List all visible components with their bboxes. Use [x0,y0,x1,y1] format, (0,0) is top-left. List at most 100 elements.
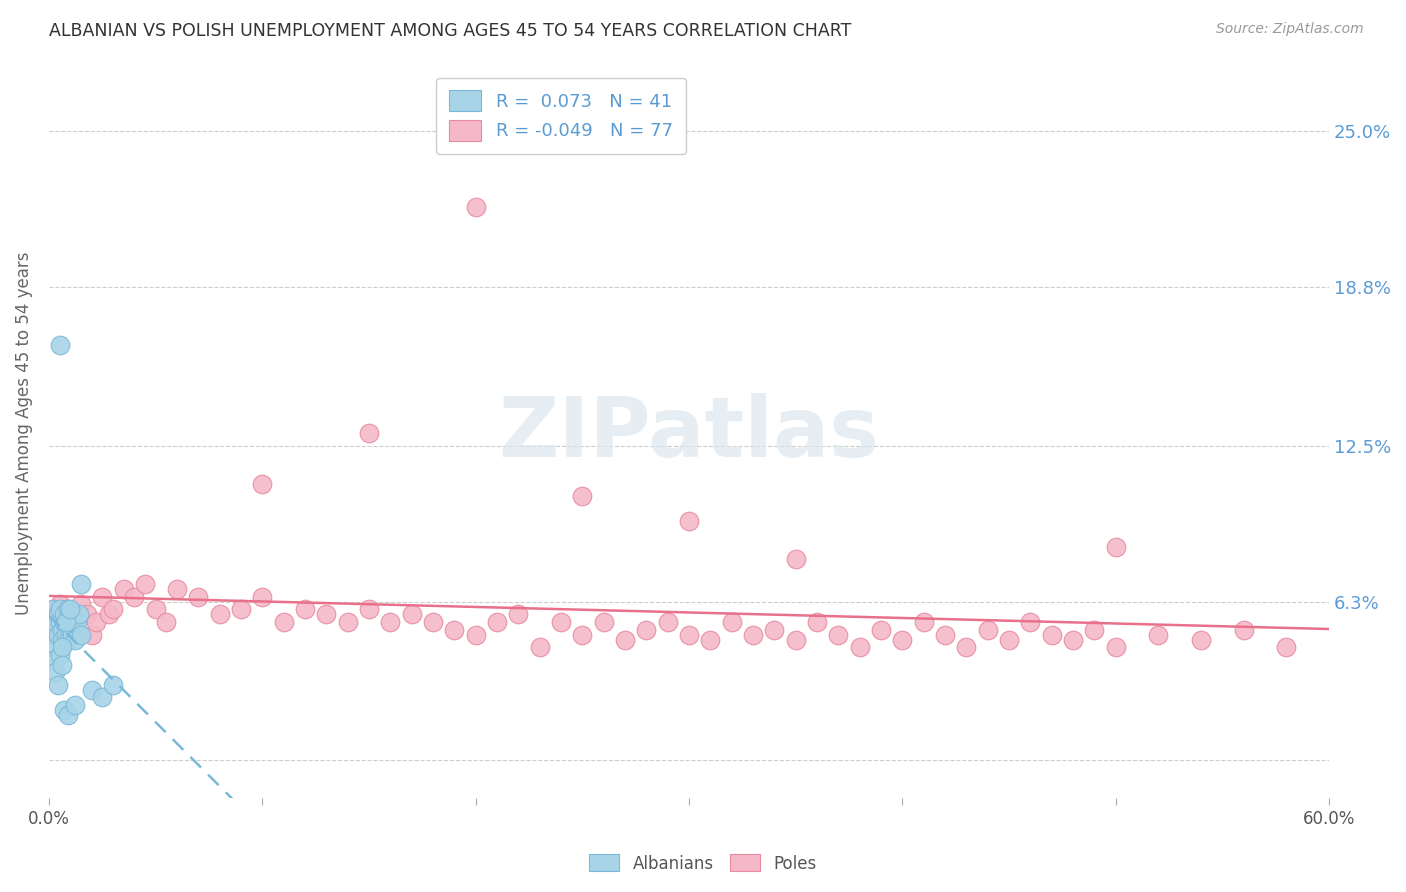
Point [44,665,66,680]
Point [42,627,65,641]
Point [678,627,700,641]
Point [52,703,75,717]
Y-axis label: Unemployment Among Ages 45 to 54 years: Unemployment Among Ages 45 to 54 years [15,252,32,615]
Point [976,623,998,637]
Point [63,698,86,712]
Point [571,489,593,503]
Point [80,682,103,697]
Point [464,200,486,214]
Point [56,602,79,616]
Point [59,602,82,616]
Point [357,426,380,441]
Point [827,627,849,641]
Point [912,615,935,629]
Point [613,632,636,647]
Point [51,623,73,637]
Point [44,640,66,655]
Point [1104,540,1126,554]
Point [187,590,209,604]
Point [59,623,82,637]
Point [42,602,65,616]
Point [1062,632,1084,647]
Text: ZIPatlas: ZIPatlas [499,392,879,474]
Point [508,607,530,622]
Point [357,602,380,616]
Point [112,582,135,597]
Point [48,648,70,662]
Point [52,607,75,622]
Point [46,607,69,622]
Point [62,627,84,641]
Point [720,615,742,629]
Point [55,615,77,629]
Point [1232,623,1254,637]
Point [44,615,66,629]
Point [59,607,82,622]
Point [56,632,79,647]
Point [848,640,870,655]
Point [422,615,444,629]
Point [46,627,69,641]
Point [1104,640,1126,655]
Point [252,590,274,604]
Point [101,678,124,692]
Point [84,615,107,629]
Point [59,607,82,622]
Point [806,615,828,629]
Point [529,640,551,655]
Point [52,615,75,629]
Point [208,607,231,622]
Point [101,602,124,616]
Point [891,632,914,647]
Point [80,627,103,641]
Point [166,582,188,597]
Point [785,632,807,647]
Point [464,627,486,641]
Point [46,607,69,622]
Point [91,690,114,705]
Point [56,708,79,723]
Point [48,602,70,616]
Point [998,632,1021,647]
Point [155,615,177,629]
Text: ALBANIAN VS POLISH UNEMPLOYMENT AMONG AGES 45 TO 54 YEARS CORRELATION CHART: ALBANIAN VS POLISH UNEMPLOYMENT AMONG AG… [49,22,852,40]
Point [699,632,721,647]
Point [657,615,679,629]
Point [294,602,316,616]
Legend: Albanians, Poles: Albanians, Poles [582,847,824,880]
Point [636,623,658,637]
Point [63,615,86,629]
Point [1189,632,1212,647]
Point [42,653,65,667]
Point [592,615,614,629]
Point [46,678,69,692]
Point [51,657,73,672]
Point [678,515,700,529]
Point [401,607,423,622]
Point [70,598,93,612]
Point [380,615,402,629]
Point [70,577,93,591]
Point [42,602,65,616]
Point [785,552,807,566]
Point [97,607,120,622]
Point [51,627,73,641]
Point [55,615,77,629]
Point [66,615,89,629]
Point [63,632,86,647]
Point [52,615,75,629]
Point [76,607,98,622]
Point [336,615,359,629]
Point [571,627,593,641]
Point [1275,640,1298,655]
Point [62,615,84,629]
Point [1083,623,1105,637]
Point [763,623,786,637]
Point [485,615,508,629]
Point [48,338,70,352]
Point [934,627,956,641]
Point [51,640,73,655]
Point [91,590,114,604]
Text: Source: ZipAtlas.com: Source: ZipAtlas.com [1216,22,1364,37]
Point [1147,627,1170,641]
